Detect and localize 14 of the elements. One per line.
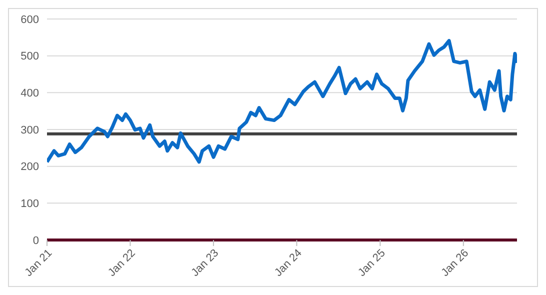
x-tick-label: Jan 26 <box>439 247 472 279</box>
y-tick-label: 200 <box>20 161 39 174</box>
y-tick-label: 100 <box>20 198 39 210</box>
y-tick-label: 400 <box>20 88 39 100</box>
x-tick-label: Jan 23 <box>189 247 222 279</box>
x-tick-label: Jan 21 <box>22 247 55 279</box>
x-tick-label: Jan 24 <box>272 247 304 279</box>
y-tick-label: 0 <box>32 234 39 247</box>
y-tick-label: 500 <box>20 50 39 63</box>
y-tick-label: 600 <box>20 14 39 26</box>
y-tick-label: 300 <box>20 124 39 136</box>
x-tick-label: Jan 25 <box>356 247 388 279</box>
line-series <box>47 38 517 164</box>
x-tick-label: Jan 22 <box>106 247 138 279</box>
